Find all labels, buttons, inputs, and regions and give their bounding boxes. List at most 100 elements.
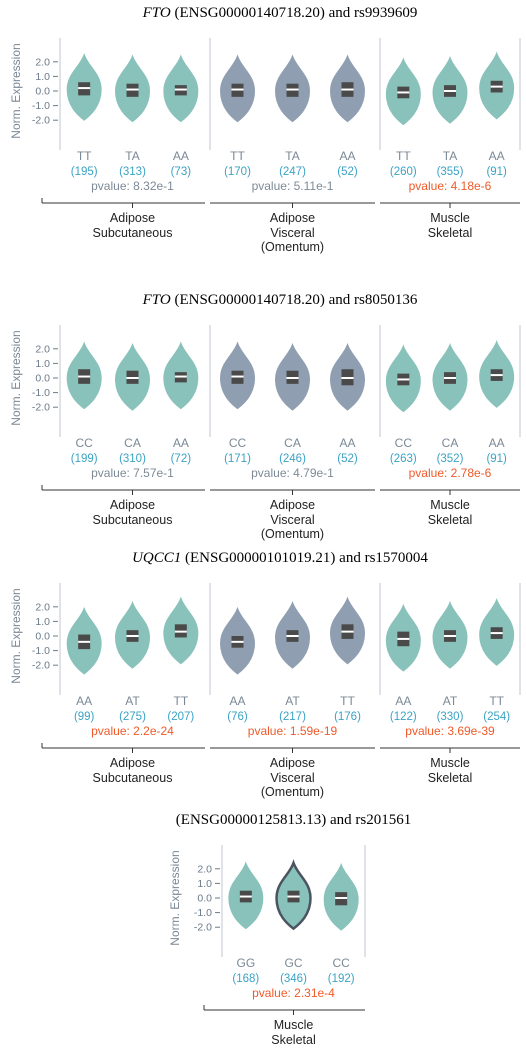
tissue-label: Adipose (270, 498, 315, 512)
tissue-panel: AA (99) AT (275) TT (207)pvalue: 2.2e-24 Adipo… (41, 583, 205, 785)
sample-count: (76) (227, 711, 248, 723)
pvalue-label: pvalue: 7.57e-1 (91, 466, 174, 480)
sample-count: (263) (390, 453, 417, 465)
genotype-label: CC (75, 436, 93, 450)
genotype-label: AT (443, 694, 458, 708)
sample-count: (91) (486, 453, 507, 465)
tissue-label: Subcutaneous (93, 513, 173, 527)
y-tick-label: 0.0 (35, 86, 50, 98)
gene-name: FTO (142, 292, 171, 308)
sample-count: (52) (337, 453, 358, 465)
sample-count: (168) (232, 973, 259, 985)
genotype-label: AT (285, 694, 300, 708)
genotype-label: GC (285, 956, 303, 970)
genotype-label: TA (443, 149, 457, 163)
y-tick-label: -2.0 (32, 115, 50, 127)
y-tick-label: 0.0 (197, 893, 212, 905)
genotype-label: AA (339, 436, 355, 450)
genotype-label: AA (395, 694, 411, 708)
tissue-label: Skeletal (428, 513, 472, 527)
genotype-label: TT (173, 694, 188, 708)
genotype-label: AT (125, 694, 140, 708)
sample-count: (310) (119, 453, 146, 465)
y-tick-label: -2.0 (194, 922, 212, 934)
y-tick-label: 1.0 (35, 616, 50, 628)
sample-count: (207) (167, 711, 194, 723)
tissue-label: Muscle (430, 498, 470, 512)
pvalue-label: pvalue: 5.11e-1 (252, 179, 334, 193)
tissue-label: Visceral (270, 771, 314, 785)
sample-count: (52) (337, 166, 358, 178)
sample-count: (192) (328, 973, 355, 985)
sample-count: (170) (224, 166, 251, 178)
pvalue-label: pvalue: 2.78e-6 (409, 466, 492, 480)
tissue-label: Skeletal (428, 771, 472, 785)
chart-title: (ENSG00000125813.13) and rs201561 (176, 812, 411, 828)
pvalue-label: pvalue: 8.32e-1 (91, 179, 174, 193)
y-tick-label: 2.0 (35, 601, 50, 613)
sample-count: (72) (171, 453, 192, 465)
genotype-label: TT (489, 694, 504, 708)
tissue-label: Muscle (430, 756, 470, 770)
title-rest: (ENSG00000101019.21) and rs1570004 (181, 550, 428, 566)
genotype-label: AA (339, 149, 355, 163)
y-tick-label: 0.0 (35, 631, 50, 643)
sample-count: (260) (390, 166, 417, 178)
chart-title: FTO (ENSG00000140718.20) and rs9939609 (142, 5, 418, 21)
genotype-label: AA (173, 149, 189, 163)
y-tick-label: -2.0 (32, 402, 50, 414)
sample-count: (199) (71, 453, 98, 465)
tissue-label: Visceral (270, 226, 314, 240)
tissue-panel: TT (170) TA (247) AA (52)pvalue: 5.11e-1 Adipo… (209, 38, 375, 254)
genotype-label: TT (396, 149, 411, 163)
tissue-label: Skeletal (428, 226, 472, 240)
y-axis-label: Norm. Expression (9, 43, 23, 138)
genotype-label: CA (442, 436, 459, 450)
chart-title: FTO (ENSG00000140718.20) and rs8050136 (142, 292, 418, 308)
y-tick-label: -2.0 (32, 660, 50, 672)
y-tick-label: 2.0 (35, 56, 50, 68)
title-rest: (ENSG00000140718.20) and rs9939609 (171, 5, 418, 21)
sample-count: (99) (74, 711, 95, 723)
tissue-label: Muscle (274, 1018, 314, 1032)
tissue-label: Subcutaneous (93, 226, 173, 240)
y-tick-label: 2.0 (35, 343, 50, 355)
pvalue-label: pvalue: 2.31e-4 (252, 986, 335, 1000)
tissue-label: (Omentum) (261, 785, 324, 799)
genotype-label: AA (173, 436, 189, 450)
genotype-label: GG (236, 956, 255, 970)
sample-count: (91) (486, 166, 507, 178)
y-tick-label: -1.0 (194, 907, 212, 919)
sample-count: (254) (483, 711, 510, 723)
genotype-label: TT (77, 149, 92, 163)
sample-count: (171) (224, 453, 251, 465)
title-rest: (ENSG00000140718.20) and rs8050136 (171, 292, 418, 308)
genotype-label: AA (489, 149, 505, 163)
tissue-label: (Omentum) (261, 527, 324, 541)
tissue-label: Adipose (110, 498, 155, 512)
y-tick-label: 1.0 (35, 358, 50, 370)
sample-count: (73) (171, 166, 192, 178)
genotype-label: AA (229, 694, 245, 708)
genotype-label: TA (285, 149, 299, 163)
y-axis-label: Norm. Expression (9, 330, 23, 425)
sample-count: (330) (437, 711, 464, 723)
tissue-label: (Omentum) (261, 240, 324, 254)
pvalue-label: pvalue: 3.69e-39 (405, 724, 495, 738)
genotype-label: TT (340, 694, 355, 708)
tissue-label: Adipose (110, 211, 155, 225)
sample-count: (195) (71, 166, 98, 178)
gene-name: UQCC1 (132, 550, 181, 566)
pvalue-label: pvalue: 4.79e-1 (251, 466, 334, 480)
sample-count: (176) (334, 711, 361, 723)
genotype-label: AA (76, 694, 92, 708)
pvalue-label: pvalue: 4.18e-6 (409, 179, 492, 193)
y-tick-label: -1.0 (32, 645, 50, 657)
tissue-panel: CC (171) CA (246) AA (52)pvalue: 4.79e-1 Adipo… (209, 325, 375, 541)
eqtl-chart: FTO (ENSG00000140718.20) and rs8050136 No… (9, 292, 521, 541)
y-axis-label: Norm. Expression (168, 850, 182, 945)
tissue-panel: TT (195) TA (313) AA (73)pvalue: 8.32e-1 Adipo… (41, 38, 205, 240)
y-tick-label: 2.0 (197, 863, 212, 875)
y-tick-label: 1.0 (35, 71, 50, 83)
tissue-label: Adipose (270, 211, 315, 225)
